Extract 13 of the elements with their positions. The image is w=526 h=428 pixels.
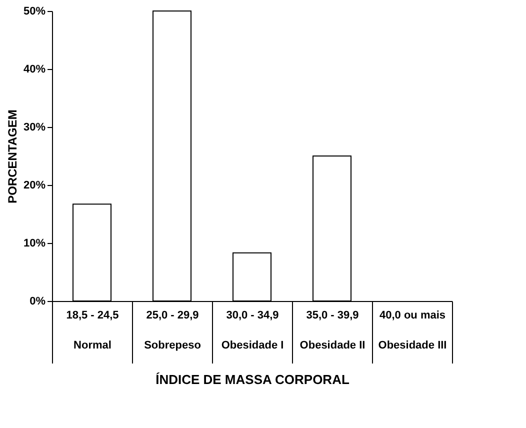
- y-tick-label: 40%: [23, 64, 46, 76]
- category-label: 18,5 - 24,5 Normal: [66, 310, 119, 352]
- y-axis-title: PORCENTAGEM: [5, 110, 20, 204]
- category-label: 30,0 - 34,9 Obesidade I: [221, 310, 284, 352]
- x-axis-title: ÍNDICE DE MASSA CORPORAL: [156, 372, 350, 387]
- y-tick-label: 0%: [30, 296, 46, 308]
- y-tick-label: 50%: [23, 6, 46, 18]
- category-label: 40,0 ou mais Obesidade III: [378, 310, 447, 352]
- category-label: 25,0 - 29,9 Sobrepeso: [144, 310, 201, 352]
- y-tick-label: 30%: [23, 122, 46, 134]
- y-tick-label: 10%: [23, 238, 46, 250]
- y-tick-label: 20%: [23, 180, 46, 192]
- category-label: 35,0 - 39,9 Obesidade II: [300, 310, 366, 352]
